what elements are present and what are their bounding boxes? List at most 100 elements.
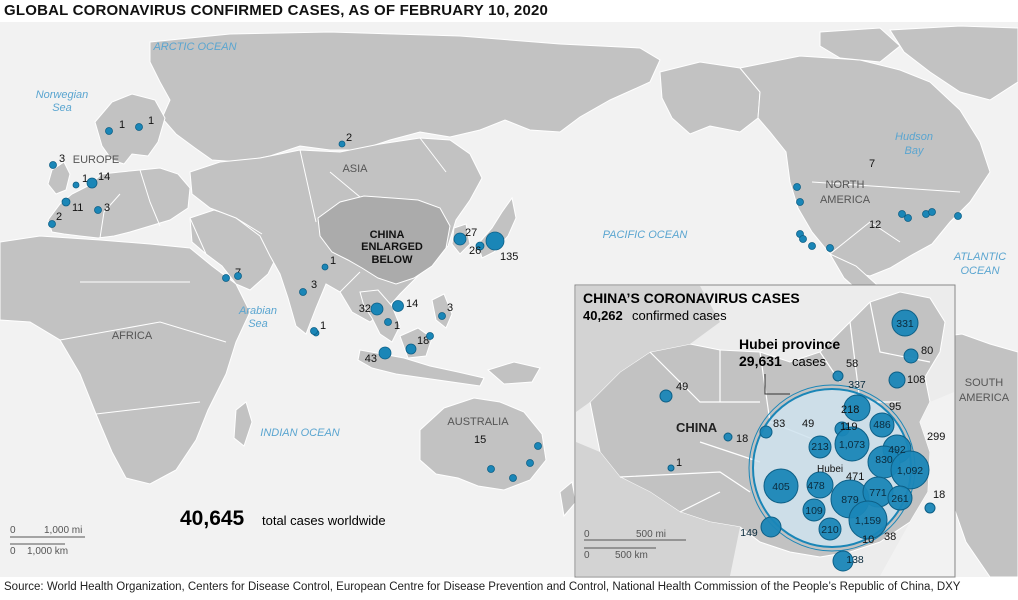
atlantic-ocean-label-2: OCEAN bbox=[960, 265, 999, 277]
guangxi-count: 210 bbox=[821, 524, 839, 536]
gansu-marker bbox=[759, 425, 773, 439]
tianjin-count: 95 bbox=[889, 401, 901, 413]
uk-marker bbox=[49, 161, 57, 169]
thailand-marker bbox=[370, 302, 384, 316]
north-america-label-2: AMERICA bbox=[820, 194, 871, 206]
case-dot bbox=[898, 210, 906, 218]
greenland-landmass bbox=[889, 25, 1018, 101]
border-line bbox=[419, 137, 447, 173]
hubei-title: Hubei province bbox=[739, 336, 840, 352]
shaanxi-marker bbox=[808, 435, 832, 459]
world-total-label: total cases worldwide bbox=[262, 513, 386, 528]
inset-scale-km: 500 km bbox=[615, 550, 648, 561]
hubei-small-label: Hubei bbox=[817, 464, 843, 475]
canada-arctic-islands bbox=[819, 27, 901, 63]
border-line bbox=[189, 217, 207, 255]
inset-scale-bar: 0 500 mi 0 500 km bbox=[584, 529, 686, 561]
shandong-marker bbox=[869, 412, 895, 438]
japan-marker bbox=[475, 241, 485, 251]
guangxi-marker bbox=[818, 517, 842, 541]
xinjiang-count: 49 bbox=[676, 381, 688, 393]
inset-total-value: 40,262 bbox=[583, 308, 623, 323]
hudson-bay-label-2: Bay bbox=[905, 145, 925, 157]
heilongjiang-count: 331 bbox=[896, 318, 914, 330]
yunnan-marker bbox=[760, 516, 782, 538]
indian-ocean-label: INDIAN OCEAN bbox=[260, 427, 340, 439]
australia-landmass bbox=[419, 397, 547, 491]
uae-marker bbox=[222, 274, 230, 282]
norwegian-sea-label-2: Sea bbox=[52, 102, 72, 114]
india-marker bbox=[299, 288, 307, 296]
taiwan-count: 18 bbox=[933, 489, 945, 501]
vietnam-marker bbox=[392, 300, 404, 312]
yunnan-count: 149 bbox=[740, 527, 758, 539]
case-dot bbox=[426, 332, 434, 340]
hainan-count: 138 bbox=[846, 554, 864, 566]
land-masses bbox=[0, 25, 1018, 577]
usa-count: 12 bbox=[869, 219, 881, 231]
russia-count: 2 bbox=[346, 132, 352, 144]
inset-sea bbox=[880, 392, 954, 576]
case-dot bbox=[487, 465, 495, 473]
inner_mongolia-count: 58 bbox=[846, 358, 858, 370]
india-count: 3 bbox=[311, 279, 317, 291]
china-callout-label-1: CHINA bbox=[370, 229, 405, 241]
inset-scale-mi: 500 mi bbox=[636, 529, 666, 540]
border-line bbox=[59, 321, 227, 343]
malaysia-count: 18 bbox=[417, 335, 429, 347]
macau-count: 10 bbox=[862, 534, 874, 546]
nepal-count: 1 bbox=[330, 255, 336, 267]
inset-china-label: CHINA bbox=[676, 420, 718, 435]
inset-neighbor-landmass bbox=[576, 286, 720, 412]
world-case-markers: 1123114113271313211431843272613571215 bbox=[48, 115, 962, 482]
australia-label: AUSTRALIA bbox=[447, 416, 509, 428]
nepal-marker bbox=[321, 263, 329, 271]
country-borders bbox=[59, 137, 961, 415]
jilin-count: 80 bbox=[921, 345, 933, 357]
world-total-value: 40,645 bbox=[180, 507, 245, 530]
world-total: 40,645 total cases worldwide bbox=[180, 507, 386, 530]
case-dot bbox=[928, 208, 936, 216]
inset-case-markers: 331 80 108 58 49 1 18 83 49 337 218 95 119 486 213 1,07… bbox=[659, 309, 945, 572]
sri_lanka-count: 1 bbox=[320, 320, 326, 332]
taiwan-marker bbox=[924, 502, 936, 514]
arctic-ocean-label: ARCTIC OCEAN bbox=[152, 41, 236, 53]
asia-label: ASIA bbox=[342, 163, 368, 175]
beijing-count: 337 bbox=[848, 379, 866, 391]
sichuan-count: 405 bbox=[772, 481, 790, 493]
hubei-total-label: cases bbox=[792, 354, 826, 369]
fujian-count: 261 bbox=[891, 493, 909, 505]
case-dot bbox=[808, 242, 816, 250]
water-labels: ARCTIC OCEAN Norwegian Sea PACIFIC OCEAN… bbox=[36, 41, 1007, 439]
scandinavia-landmass bbox=[94, 93, 166, 165]
case-dot bbox=[954, 212, 962, 220]
germany-marker bbox=[86, 177, 98, 189]
australia-count: 15 bbox=[474, 434, 486, 446]
inset-total-label: confirmed cases bbox=[632, 308, 727, 323]
shanxi-count: 119 bbox=[840, 421, 858, 433]
inset-south-neighbor bbox=[576, 442, 740, 576]
cambodia-marker bbox=[384, 318, 392, 326]
hudson-bay-label-1: Hudson bbox=[895, 131, 933, 143]
source-note: Source: World Health Organization, Cente… bbox=[4, 581, 961, 593]
border-line bbox=[811, 181, 961, 193]
jiangxi-count: 771 bbox=[869, 487, 887, 499]
italy-count: 3 bbox=[104, 202, 110, 214]
canada-count: 7 bbox=[869, 158, 875, 170]
south-america-label-2: AMERICA bbox=[959, 392, 1010, 404]
uk-landmass bbox=[47, 161, 71, 195]
chongqing-count: 478 bbox=[807, 480, 825, 492]
liaoning-count: 108 bbox=[907, 374, 925, 386]
southeast-asia-landmass bbox=[359, 289, 401, 343]
jiangsu-count: 492 bbox=[888, 444, 906, 456]
south_korea-marker bbox=[453, 232, 467, 246]
hubei-total-value: 29,631 bbox=[739, 353, 782, 369]
anhui-count: 830 bbox=[875, 454, 893, 466]
africa-landmass bbox=[0, 235, 251, 485]
chongqing-marker bbox=[806, 471, 834, 499]
beijing-marker bbox=[843, 394, 871, 422]
border-line bbox=[339, 271, 361, 293]
france-count: 11 bbox=[72, 202, 83, 214]
philippines-marker bbox=[438, 312, 446, 320]
